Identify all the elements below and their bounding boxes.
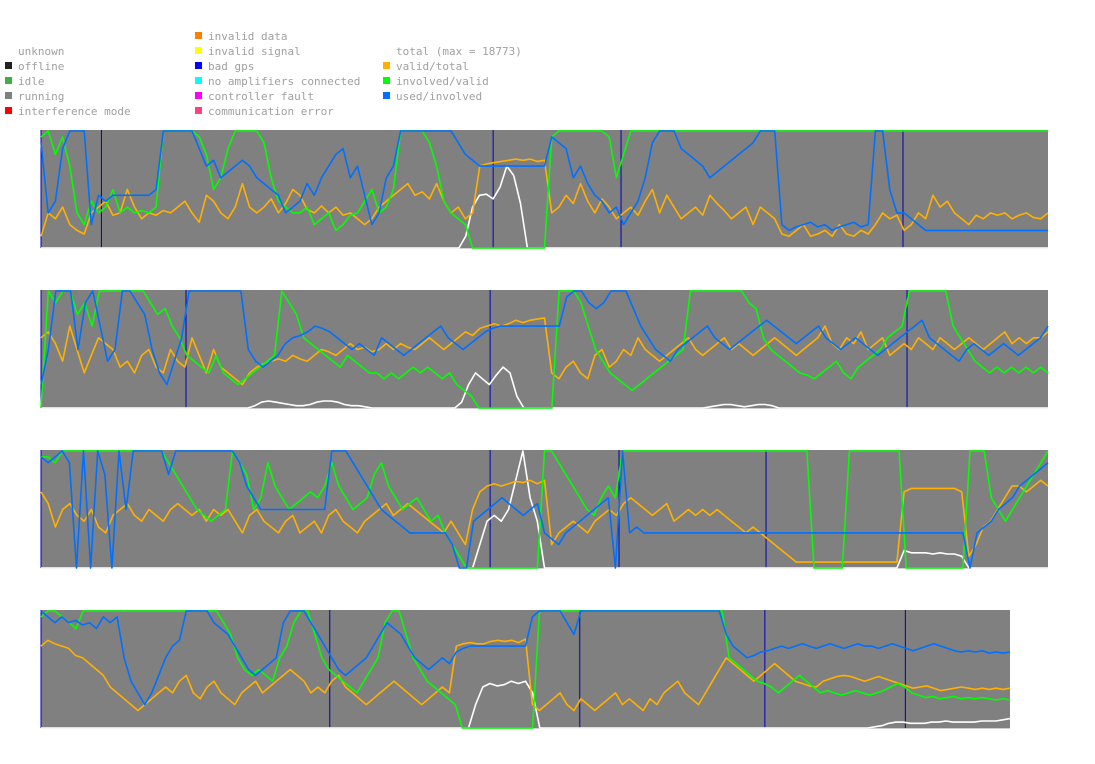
series-used-involved: [40, 450, 1049, 569]
legend-swatch-controller-fault: [195, 92, 202, 99]
legend-item-idle: idle: [5, 74, 131, 89]
legend-item-involved-valid: involved/valid: [383, 74, 522, 89]
legend-swatch-no-amplifiers: [195, 77, 202, 84]
legend-item-valid-total: valid/total: [383, 59, 522, 74]
legend-swatch-invalid-data: [195, 32, 202, 39]
legend-label: invalid data: [208, 30, 288, 43]
legend-swatch-communication-error: [195, 107, 202, 114]
series-used-involved: [40, 290, 1049, 386]
legend-label: interference mode: [18, 105, 131, 118]
legend-label: bad gps: [208, 60, 255, 73]
series-used-involved: [40, 610, 1011, 706]
legend-label: no amplifiers connected: [208, 75, 361, 88]
strip-background: [41, 610, 1010, 728]
legend-label: communication error: [208, 105, 334, 118]
legend-swatch-running: [5, 92, 12, 99]
strip-2: [40, 290, 1049, 409]
legend-item-communication-error: communication error: [195, 104, 360, 119]
series-valid-total: [40, 158, 1049, 238]
strip-4: [40, 610, 1011, 729]
legend-label: involved/valid: [396, 75, 489, 88]
legend-label: valid/total: [396, 60, 469, 73]
legend-label: unknown: [18, 45, 65, 58]
legend-item-unknown: unknown: [5, 44, 131, 59]
legend-item-total: total (max = 18773): [383, 44, 522, 59]
series-involved-valid: [40, 290, 1049, 409]
legend-swatch-idle: [5, 77, 12, 84]
strip-3: [40, 450, 1049, 569]
series-used-involved: [40, 130, 1048, 232]
strip-background: [41, 130, 1048, 248]
legend-swatch-bad-gps: [195, 62, 202, 69]
series-total: [41, 680, 1011, 729]
legend-swatch-interference-mode: [5, 107, 12, 114]
legend-label: total (max = 18773): [396, 45, 522, 58]
legend-swatch-involved-valid: [383, 77, 390, 84]
series-involved-valid: [41, 450, 1049, 569]
legend-item-invalid-signal: invalid signal: [195, 44, 360, 59]
legend-item-bad-gps: bad gps: [195, 59, 360, 74]
legend-item-controller-fault: controller fault: [195, 89, 360, 104]
strip-background: [41, 450, 1048, 568]
legend-label: used/involved: [396, 90, 483, 103]
legend-swatch-valid-total: [383, 62, 390, 69]
legend-label: controller fault: [208, 90, 314, 103]
legend-item-invalid-data: invalid data: [195, 29, 360, 44]
legend-item-running: running: [5, 89, 131, 104]
legend-label: invalid signal: [208, 45, 301, 58]
legend-swatch-used-involved: [383, 92, 390, 99]
legend-swatch-offline: [5, 62, 12, 69]
series-total: [41, 450, 1048, 569]
legend-item-interference-mode: interference mode: [5, 104, 131, 119]
series-valid-total: [40, 638, 1011, 712]
legend-series: total (max = 18773) valid/total involved…: [383, 44, 522, 104]
strip-1: [40, 130, 1049, 249]
series-valid-total: [40, 317, 1049, 386]
legend-item-offline: offline: [5, 59, 131, 74]
legend-item-used-involved: used/involved: [383, 89, 522, 104]
series-valid-total: [40, 479, 1049, 563]
legend-swatch-invalid-signal: [195, 47, 202, 54]
legend-errors: invalid data invalid signal bad gps no a…: [195, 29, 360, 119]
legend-label: offline: [18, 60, 65, 73]
legend-item-no-amplifiers: no amplifiers connected: [195, 74, 360, 89]
legend-status: unknown offline idle running interferenc…: [5, 44, 131, 119]
legend-label: idle: [18, 75, 45, 88]
legend-label: running: [18, 90, 65, 103]
